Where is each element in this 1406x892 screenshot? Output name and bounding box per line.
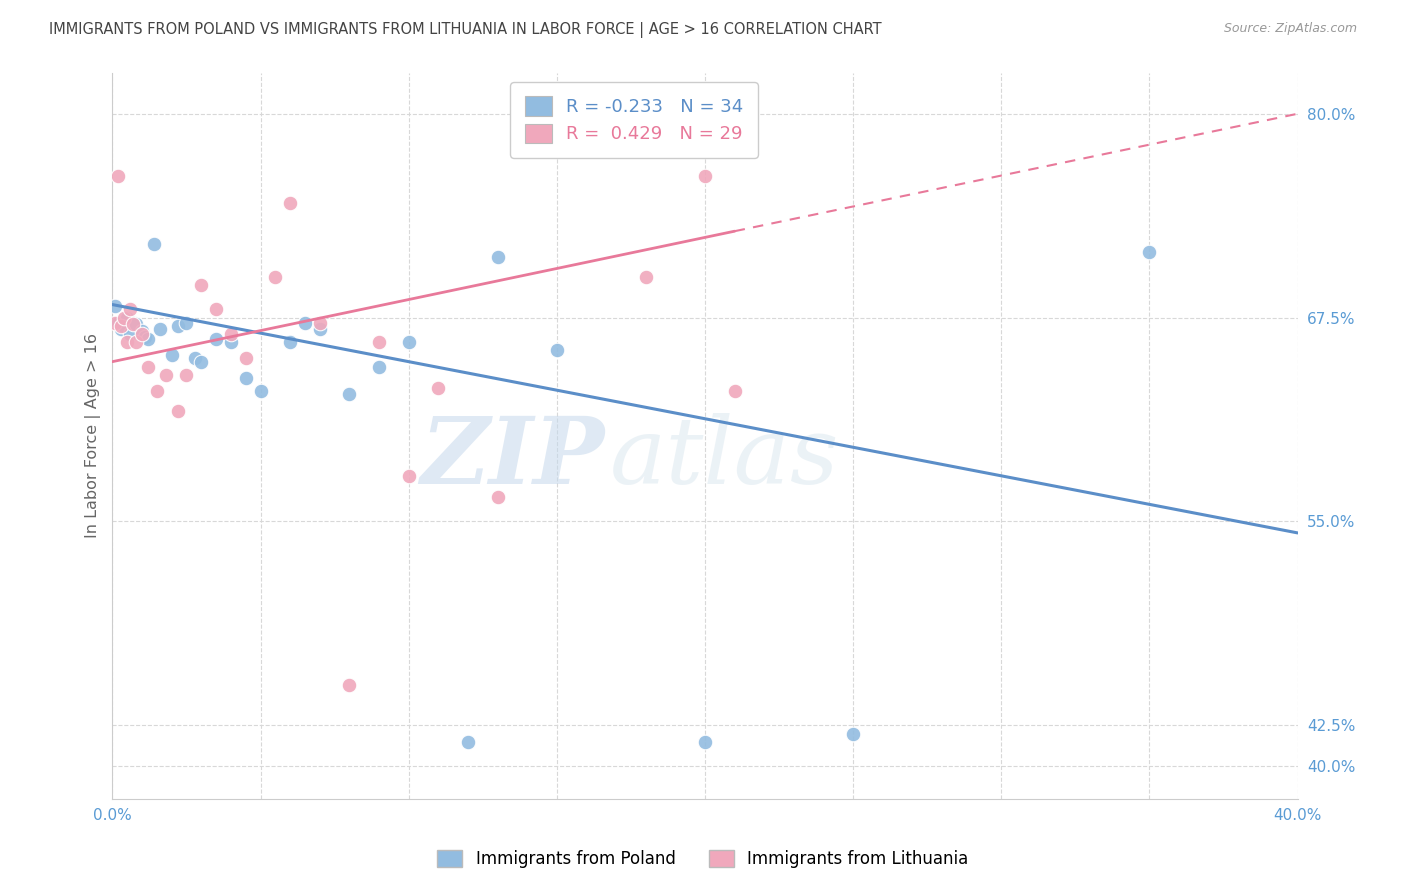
Point (1139, 245, 1161, 260)
Point (131, 326, 153, 341)
Legend: Immigrants from Poland, Immigrants from Lithuania: Immigrants from Poland, Immigrants from … (430, 843, 976, 875)
Point (184, 351, 207, 366)
Point (546, 343, 568, 358)
Legend: R = -0.233   N = 34, R =  0.429   N = 29: R = -0.233 N = 34, R = 0.429 N = 29 (510, 82, 758, 158)
Point (398, 335, 420, 350)
Y-axis label: In Labor Force | Age > 16: In Labor Force | Age > 16 (86, 334, 101, 539)
Point (278, 335, 301, 350)
Point (104, 299, 127, 313)
Point (122, 317, 145, 331)
Point (110, 318, 132, 333)
Point (134, 330, 156, 344)
Point (160, 348, 183, 362)
Point (724, 384, 747, 398)
Point (115, 335, 138, 350)
Point (107, 316, 129, 330)
Point (693, 734, 716, 748)
Point (486, 490, 509, 504)
Point (176, 316, 198, 330)
Point (264, 269, 287, 284)
Point (368, 359, 391, 374)
Point (219, 335, 242, 350)
Point (122, 316, 145, 330)
Point (486, 250, 509, 264)
Text: atlas: atlas (610, 413, 839, 503)
Point (427, 381, 450, 395)
Point (368, 335, 391, 350)
Point (176, 368, 198, 382)
Point (104, 316, 127, 330)
Point (278, 196, 301, 211)
Point (112, 318, 135, 333)
Point (235, 351, 257, 366)
Point (457, 734, 479, 748)
Point (155, 368, 177, 382)
Point (308, 322, 330, 336)
Point (634, 269, 657, 284)
Text: ZIP: ZIP (420, 413, 605, 503)
Text: Source: ZipAtlas.com: Source: ZipAtlas.com (1223, 22, 1357, 36)
Text: IMMIGRANTS FROM POLAND VS IMMIGRANTS FROM LITHUANIA IN LABOR FORCE | AGE > 16 CO: IMMIGRANTS FROM POLAND VS IMMIGRANTS FRO… (49, 22, 882, 38)
Point (339, 677, 361, 691)
Point (142, 237, 165, 252)
Point (219, 326, 242, 341)
Point (166, 403, 188, 417)
Point (205, 332, 228, 346)
Point (398, 468, 420, 483)
Point (842, 726, 865, 740)
Point (149, 322, 172, 336)
Point (693, 169, 716, 183)
Point (120, 326, 142, 341)
Point (110, 322, 132, 336)
Point (339, 387, 361, 401)
Point (131, 324, 153, 338)
Point (120, 302, 142, 317)
Point (136, 359, 159, 374)
Point (107, 169, 129, 183)
Point (125, 317, 148, 331)
Point (166, 318, 188, 333)
Point (136, 332, 159, 346)
Point (308, 316, 330, 330)
Point (294, 316, 316, 330)
Point (235, 371, 257, 385)
Point (112, 310, 135, 325)
Point (146, 384, 169, 398)
Point (190, 354, 212, 368)
Point (249, 384, 271, 398)
Point (115, 310, 138, 325)
Point (205, 302, 228, 317)
Point (125, 335, 148, 350)
Point (190, 278, 212, 293)
